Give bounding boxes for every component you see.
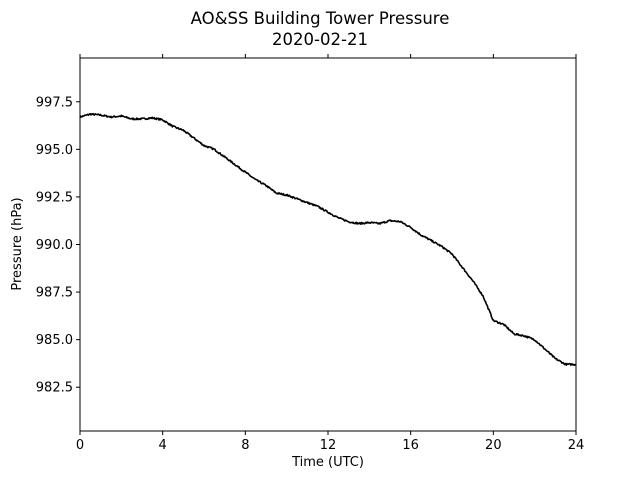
chart-subtitle: 2020-02-21 (272, 30, 368, 49)
x-axis-label: Time (UTC) (291, 455, 364, 470)
x-tick-label: 12 (320, 438, 337, 453)
y-tick-label: 982.5 (36, 381, 73, 396)
chart-title: AO&SS Building Tower Pressure (191, 9, 450, 28)
y-tick-label: 995.0 (36, 143, 73, 158)
pressure-series-line (79, 112, 577, 367)
y-axis-label: Pressure (hPa) (10, 197, 25, 290)
y-tick-label: 992.5 (36, 190, 73, 205)
y-tick-label: 990.0 (36, 238, 73, 253)
plot-area: 0 4 8 12 16 20 24 982.5 985.0 987.5 990.0 992.5 995.… (36, 54, 584, 453)
x-tick-label: 20 (485, 438, 502, 453)
x-tick-label: 8 (241, 438, 249, 453)
y-tick-label: 987.5 (36, 286, 73, 301)
x-tick-label: 24 (568, 438, 585, 453)
y-tick-label: 997.5 (36, 95, 73, 110)
x-tick-label: 4 (159, 438, 167, 453)
x-tick-label: 0 (76, 438, 84, 453)
x-tick-label: 16 (402, 438, 419, 453)
axes-frame (79, 57, 577, 432)
y-tick-label: 985.0 (36, 333, 73, 348)
